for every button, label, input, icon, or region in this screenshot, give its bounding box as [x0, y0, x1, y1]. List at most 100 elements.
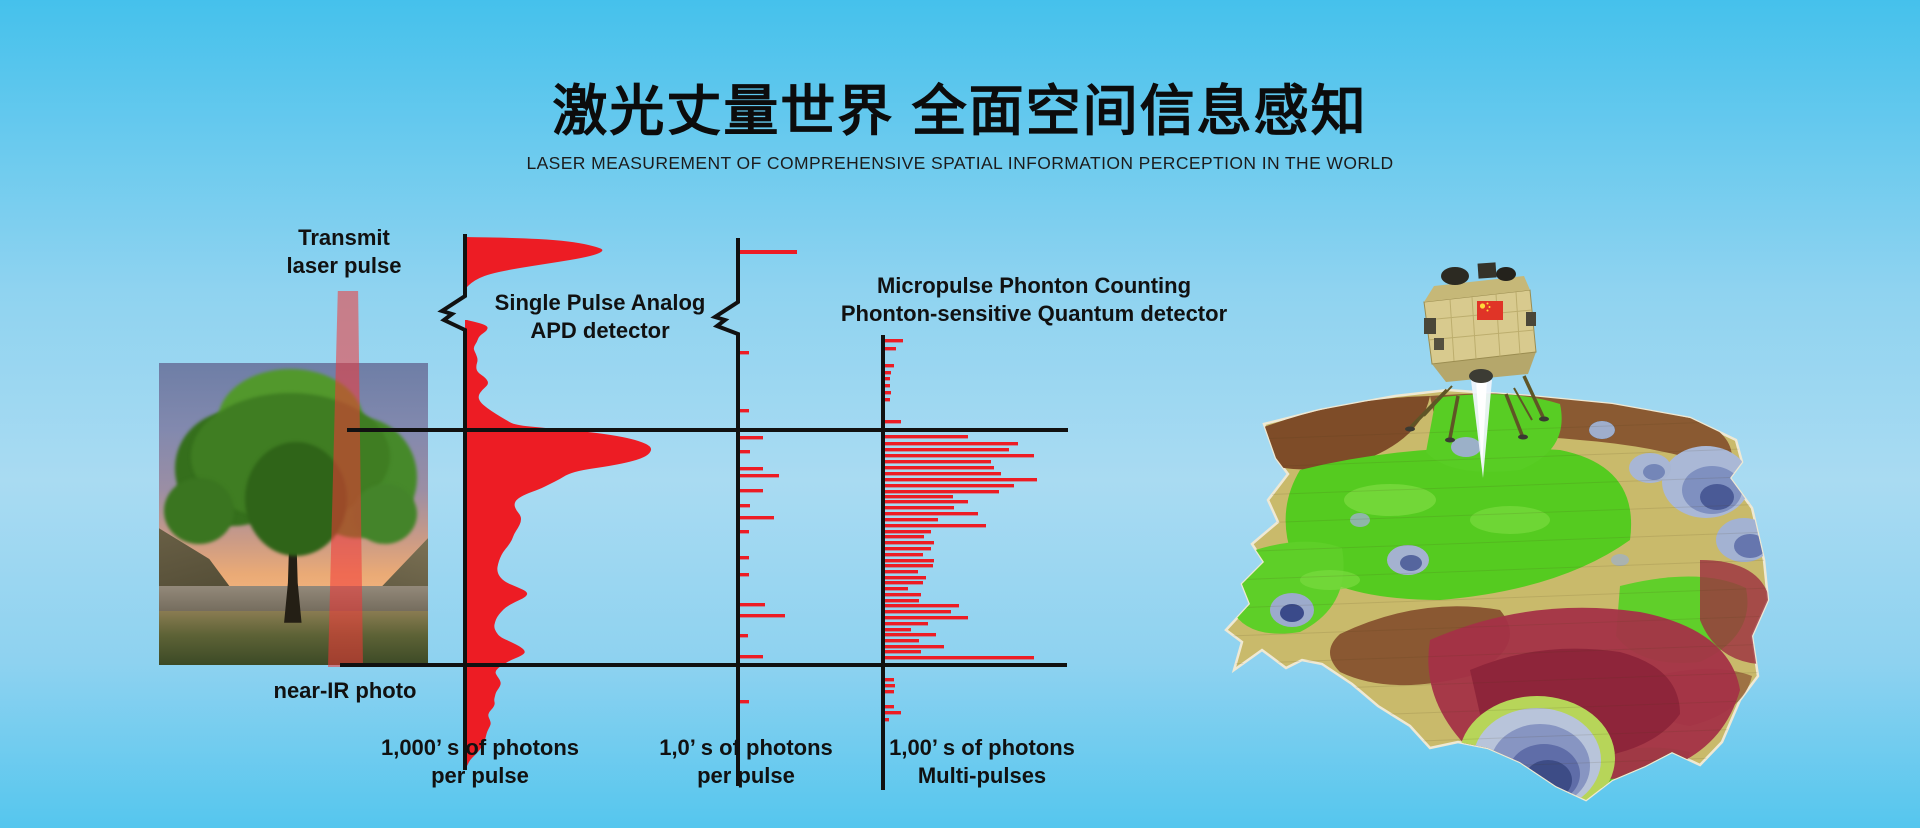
photon-count-bar — [884, 599, 919, 603]
lander-legs — [1409, 375, 1545, 439]
photon-count-bar — [884, 581, 923, 585]
photon-count-bar — [884, 530, 931, 534]
apd-photons-label: 1,000’ s of photons per pulse — [380, 735, 580, 788]
photon-count-bar — [884, 678, 894, 682]
range-line-0 — [347, 428, 1068, 432]
photon-count-bar — [884, 524, 986, 528]
lander-underside — [1432, 352, 1536, 382]
page-subtitle: LASER MEASUREMENT OF COMPREHENSIVE SPATI… — [526, 153, 1394, 173]
micropulse-transmit-tick — [738, 250, 797, 254]
photon-count-bar — [884, 512, 978, 516]
photon-count-bar — [884, 547, 931, 551]
photon-count-bar — [884, 604, 959, 608]
photon-count-bar — [884, 576, 926, 580]
photon-count-bar — [884, 639, 919, 643]
photon-count-bar — [884, 518, 938, 522]
photon-count-bar — [884, 442, 1018, 446]
photon-count-bar — [884, 384, 890, 388]
photon-count-bar — [739, 450, 750, 454]
photon-count-bar — [884, 506, 954, 510]
lander-side-box — [1526, 312, 1536, 326]
photon-count-bar — [884, 650, 921, 654]
photon-count-bar — [884, 705, 894, 709]
micropulse-photons-label: 1,0’ s of photons per pulse — [659, 735, 833, 788]
quantum-detector-label: Micropulse Phonton Counting Phonton-sens… — [840, 273, 1228, 326]
photon-count-bar — [884, 622, 928, 626]
photon-count-bar — [884, 364, 894, 368]
lander-instrument — [1477, 262, 1497, 279]
photon-count-bar — [739, 530, 749, 534]
photon-count-bar — [884, 460, 991, 464]
photon-count-bar — [739, 700, 749, 704]
apd-transmit-pulse-waveform — [465, 237, 603, 288]
photon-count-bar — [739, 436, 763, 440]
photon-count-bar — [739, 351, 749, 355]
photon-count-bar — [884, 628, 911, 632]
photon-count-bar — [884, 478, 1037, 482]
tree-canopy — [245, 441, 348, 557]
photon-count-bar — [884, 711, 901, 715]
photon-count-bar — [739, 573, 749, 577]
photon-count-bar — [884, 535, 924, 539]
apd-return-waveform — [465, 320, 652, 768]
photon-count-bar — [884, 435, 968, 439]
lander-side-box — [1434, 338, 1444, 350]
photon-count-bar — [739, 489, 763, 493]
laser-beam — [328, 291, 363, 667]
near-ir-tree-photo — [159, 363, 428, 665]
photon-count-bar — [739, 614, 785, 618]
photon-count-bar — [884, 347, 896, 351]
china-flag — [1477, 301, 1503, 320]
lander-body — [1423, 289, 1537, 365]
detector-axis-1 — [710, 238, 740, 786]
photon-count-bar — [884, 500, 968, 504]
photon-count-bar — [884, 495, 953, 499]
lunar-lander — [1405, 262, 1549, 443]
transmit-laser-pulse-label: Transmit laser pulse — [286, 225, 402, 278]
photon-count-bar — [884, 564, 933, 568]
photon-count-bar — [884, 656, 1034, 660]
photon-count-bar — [884, 339, 903, 343]
photon-count-bar — [739, 409, 749, 413]
apd-detector-label: Single Pulse Analog APD detector — [494, 290, 706, 343]
photon-count-bar — [884, 454, 1034, 458]
terrain-scanlines — [1229, 419, 1768, 777]
photon-count-bar — [884, 718, 889, 722]
photon-count-bar — [884, 645, 944, 649]
photon-count-bar — [884, 472, 1001, 476]
lander-laser-beam — [1471, 380, 1492, 478]
photon-count-bar — [884, 490, 999, 494]
photon-count-bar — [884, 391, 891, 395]
photon-count-bar — [884, 570, 918, 574]
photon-count-bar — [884, 684, 895, 688]
quantum-photons-label: 1,00’ s of photons Multi-pulses — [889, 735, 1075, 788]
photon-count-bar — [739, 556, 749, 560]
photon-count-bar — [884, 420, 901, 424]
photon-count-bar — [884, 377, 890, 381]
near-ir-photo-label: near-IR photo — [273, 678, 417, 703]
photon-count-bar — [884, 398, 890, 402]
terrain-surface — [1224, 388, 1770, 802]
photon-count-bar — [739, 504, 750, 508]
lander-instrument — [1441, 267, 1469, 285]
photon-count-bar — [739, 516, 774, 520]
tree-canopy — [164, 477, 235, 545]
range-line-1 — [340, 663, 1067, 667]
lander-side-box — [1424, 318, 1436, 334]
photon-count-bar — [884, 610, 951, 614]
photon-count-bar — [739, 634, 748, 638]
lander-instrument — [1496, 267, 1516, 281]
detector-axis-0 — [437, 234, 467, 770]
photon-count-bar — [884, 448, 1009, 452]
crater-cluster-right — [1589, 421, 1768, 562]
photon-count-bar — [739, 467, 763, 471]
photon-count-bar — [884, 587, 908, 591]
photon-count-bar — [884, 690, 894, 694]
photon-count-bar — [884, 616, 968, 620]
photon-count-bar — [739, 655, 763, 659]
page-title: 激光丈量世界 全面空间信息感知 — [552, 80, 1368, 142]
crater-large — [1459, 696, 1615, 800]
photon-count-bar — [884, 541, 934, 545]
photon-count-bar — [884, 593, 921, 597]
